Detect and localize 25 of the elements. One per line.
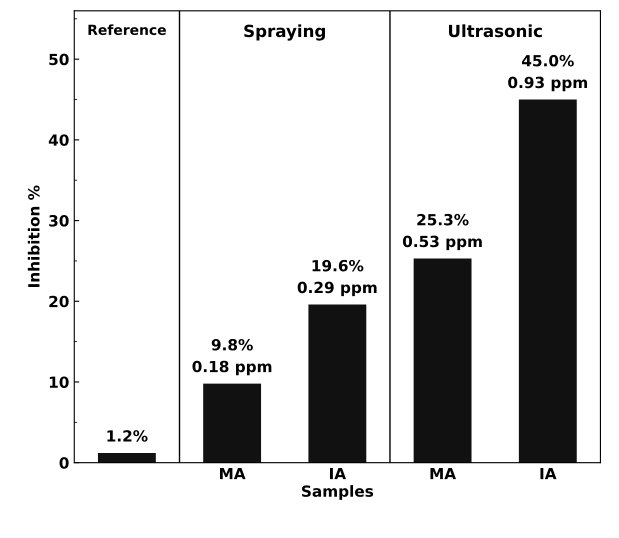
y-axis-title: Inhibition %	[28, 186, 40, 288]
data-label: 1.2%	[107, 430, 148, 442]
y-tick-label: 10	[50, 376, 69, 388]
bar	[308, 304, 366, 463]
bar	[203, 384, 262, 463]
x-tick-label: IA	[540, 468, 556, 480]
annotation: Reference	[88, 24, 166, 36]
x-tick-label: IA	[330, 468, 346, 480]
y-tick-label: 40	[48, 134, 69, 146]
y-tick-label: 30	[49, 215, 69, 227]
x-tick-label: MA	[430, 468, 456, 480]
x-tick-label: MA	[220, 468, 246, 480]
bar	[98, 452, 156, 463]
bar	[518, 100, 577, 463]
y-tick-label: 50	[49, 54, 69, 66]
annotation: Spraying	[244, 24, 325, 41]
y-tick-label: 0	[60, 457, 69, 469]
y-tick-label: 20	[49, 296, 69, 308]
bar	[414, 258, 472, 463]
data-label: 9.8% 0.18 ppm	[192, 338, 272, 376]
x-axis-title: Samples	[302, 485, 374, 500]
data-label: 19.6% 0.29 ppm	[298, 260, 377, 296]
annotation: Ultrasonic	[448, 24, 542, 38]
data-label: 25.3% 0.53 ppm	[402, 214, 482, 250]
data-label: 45.0% 0.93 ppm	[508, 54, 588, 92]
